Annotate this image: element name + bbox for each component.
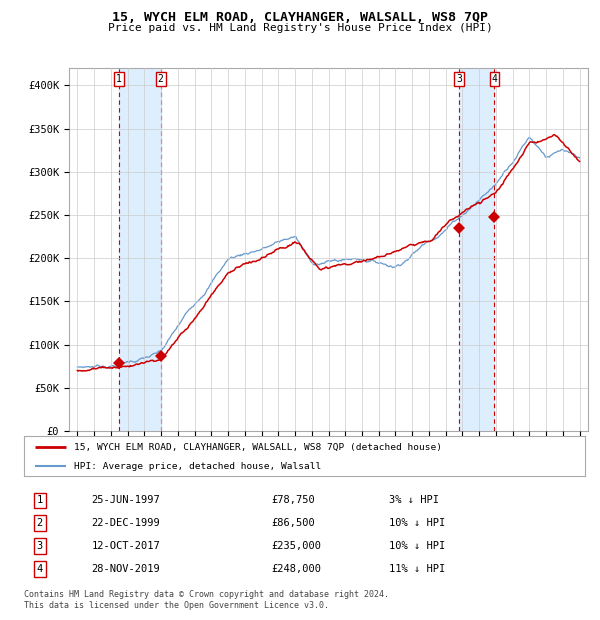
Text: 3: 3: [37, 541, 43, 551]
Text: 10% ↓ HPI: 10% ↓ HPI: [389, 518, 445, 528]
Text: HPI: Average price, detached house, Walsall: HPI: Average price, detached house, Wals…: [74, 461, 322, 471]
Text: 1: 1: [116, 74, 122, 84]
Text: 22-DEC-1999: 22-DEC-1999: [91, 518, 160, 528]
Text: 28-NOV-2019: 28-NOV-2019: [91, 564, 160, 574]
Text: 2: 2: [37, 518, 43, 528]
Text: 1: 1: [37, 495, 43, 505]
Bar: [119, 68, 161, 431]
Text: £248,000: £248,000: [271, 564, 321, 574]
Text: Contains HM Land Registry data © Crown copyright and database right 2024.
This d: Contains HM Land Registry data © Crown c…: [24, 590, 389, 609]
Text: £86,500: £86,500: [271, 518, 314, 528]
Text: 4: 4: [491, 74, 497, 84]
Text: 15, WYCH ELM ROAD, CLAYHANGER, WALSALL, WS8 7QP: 15, WYCH ELM ROAD, CLAYHANGER, WALSALL, …: [112, 11, 488, 24]
Text: 4: 4: [37, 564, 43, 574]
Text: Price paid vs. HM Land Registry's House Price Index (HPI): Price paid vs. HM Land Registry's House …: [107, 23, 493, 33]
Text: 11% ↓ HPI: 11% ↓ HPI: [389, 564, 445, 574]
Bar: [459, 68, 494, 431]
Text: 10% ↓ HPI: 10% ↓ HPI: [389, 541, 445, 551]
Text: £235,000: £235,000: [271, 541, 321, 551]
Text: 3% ↓ HPI: 3% ↓ HPI: [389, 495, 439, 505]
Text: 2: 2: [158, 74, 164, 84]
Text: 15, WYCH ELM ROAD, CLAYHANGER, WALSALL, WS8 7QP (detached house): 15, WYCH ELM ROAD, CLAYHANGER, WALSALL, …: [74, 443, 442, 451]
Text: 12-OCT-2017: 12-OCT-2017: [91, 541, 160, 551]
Text: £78,750: £78,750: [271, 495, 314, 505]
Text: 3: 3: [456, 74, 462, 84]
Text: 25-JUN-1997: 25-JUN-1997: [91, 495, 160, 505]
